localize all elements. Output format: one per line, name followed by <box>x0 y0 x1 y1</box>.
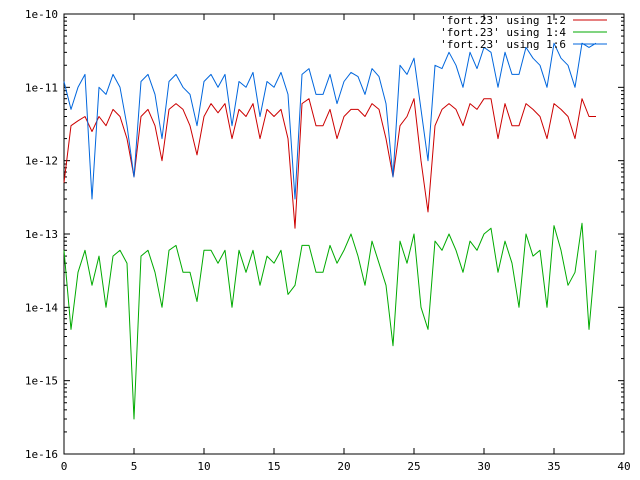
y-tick-label: 1e-11 <box>25 81 58 94</box>
x-tick-label: 5 <box>131 460 138 473</box>
series-layer <box>63 42 597 420</box>
series-line-3 <box>63 42 597 200</box>
plot-frame <box>63 13 625 455</box>
y-tick-label: 1e-15 <box>25 375 58 388</box>
y-tick-label: 1e-12 <box>25 155 58 168</box>
y-tick-label: 1e-10 <box>25 8 58 21</box>
y-tick-label: 1e-13 <box>25 228 58 241</box>
y-tick-label: 1e-16 <box>25 448 58 461</box>
legend-label-1: 'fort.23' using 1:2 <box>440 14 566 27</box>
legend: 'fort.23' using 1:2'fort.23' using 1:4'f… <box>440 14 607 51</box>
x-tick-label: 30 <box>477 460 490 473</box>
x-tick-label: 0 <box>61 460 68 473</box>
x-axis: 0 5 10 15 20 25 30 35 40 <box>61 14 631 473</box>
series-line-2 <box>63 222 597 420</box>
x-tick-label: 25 <box>407 460 420 473</box>
y-tick-label: 1e-14 <box>25 301 58 314</box>
x-tick-label: 40 <box>617 460 630 473</box>
series-line-1 <box>63 98 596 229</box>
y-axis: 1e-16 1e-15 1e-14 1e-13 1e-12 1e-11 1e-10 <box>25 8 624 461</box>
x-tick-label: 10 <box>197 460 210 473</box>
x-tick-label: 35 <box>547 460 560 473</box>
legend-label-3: 'fort.23' using 1:6 <box>440 38 566 51</box>
x-tick-label: 15 <box>267 460 280 473</box>
legend-label-2: 'fort.23' using 1:4 <box>440 26 566 39</box>
x-tick-label: 20 <box>337 460 350 473</box>
